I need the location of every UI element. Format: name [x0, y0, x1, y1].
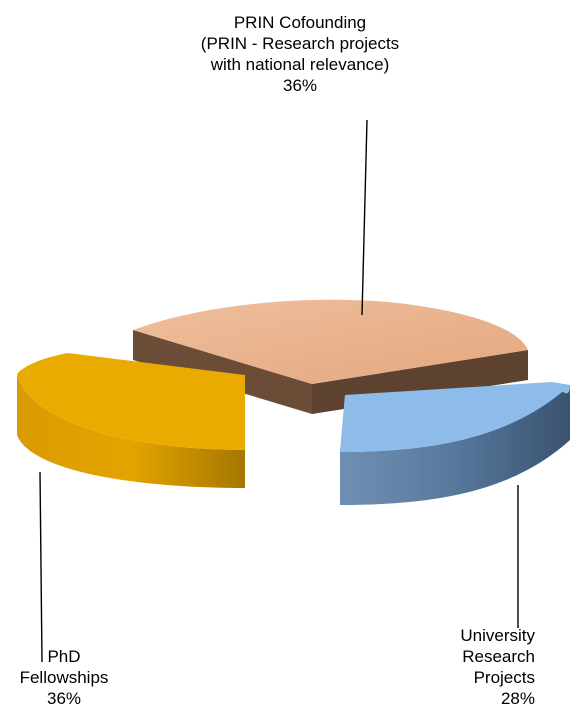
slice-label-university: University Research Projects 28%	[415, 625, 535, 709]
label-line: PhD	[47, 647, 81, 666]
leader-line-phd	[39, 471, 43, 663]
slice-label-prin: PRIN Cofounding (PRIN - Research project…	[180, 12, 420, 96]
slice-prin-top	[133, 299, 528, 384]
leader-line-prin	[361, 119, 368, 316]
label-line: with national relevance)	[210, 55, 390, 74]
label-line: PRIN Cofounding	[233, 13, 367, 32]
label-line: Research	[462, 647, 535, 666]
slice-prin-side	[133, 330, 312, 414]
label-line: (PRIN - Research projects	[200, 34, 400, 53]
slice-university-side	[340, 385, 570, 505]
label-line: University	[460, 626, 535, 645]
slice-university	[340, 382, 570, 505]
slice-label-phd: PhD Fellowships 36%	[0, 646, 128, 709]
slice-phd	[17, 353, 245, 488]
slice-phd-top	[17, 353, 245, 450]
percent-label: 36%	[46, 689, 82, 708]
percent-label: 36%	[282, 76, 318, 95]
percent-label: 28%	[500, 689, 535, 708]
label-line: Fellowships	[19, 668, 109, 687]
label-line: Projects	[473, 668, 535, 687]
slice-phd-side	[17, 375, 245, 488]
